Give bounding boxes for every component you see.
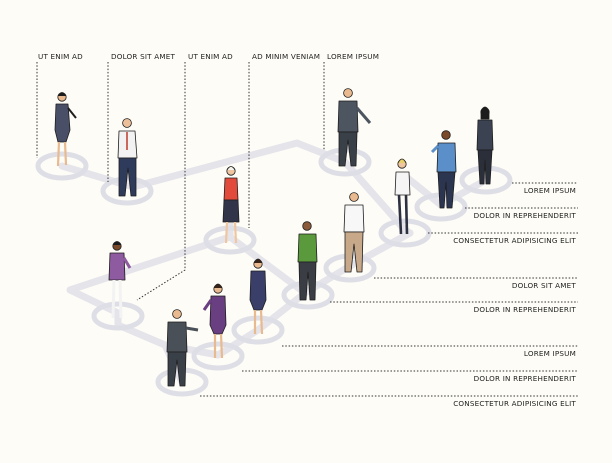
top-label: AD MINIM VENIAM bbox=[252, 52, 321, 61]
connector-lower bbox=[161, 289, 309, 359]
right-label: DOLOR SIT AMET bbox=[511, 281, 576, 290]
person-figure bbox=[108, 241, 132, 319]
person-figure bbox=[394, 158, 411, 235]
right-label: DOLOR IN REPREHENDERIT bbox=[473, 305, 576, 314]
right-label: DOLOR IN REPREHENDERIT bbox=[473, 211, 576, 220]
ring bbox=[35, 151, 89, 181]
right-label: LOREM IPSUM bbox=[523, 186, 576, 195]
right-label: DOLOR IN REPREHENDERIT bbox=[473, 374, 576, 383]
person-figure bbox=[54, 92, 77, 167]
person-figure bbox=[337, 88, 372, 167]
ring bbox=[91, 301, 145, 331]
person-figure bbox=[343, 192, 365, 273]
top-label: DOLOR SIT AMET bbox=[111, 52, 176, 61]
connector-mid bbox=[66, 183, 234, 317]
ring bbox=[203, 225, 257, 255]
right-label: LOREM IPSUM bbox=[523, 349, 576, 358]
person-figure bbox=[476, 106, 494, 185]
person-figure bbox=[166, 309, 199, 387]
top-label: UT ENIM AD bbox=[188, 52, 233, 61]
person-figure bbox=[249, 258, 267, 335]
ring bbox=[231, 315, 285, 345]
leader-lines bbox=[36, 62, 578, 397]
person-figure bbox=[222, 166, 240, 244]
ring bbox=[191, 341, 245, 371]
top-label: UT ENIM AD bbox=[38, 52, 83, 61]
right-label: CONSECTETUR ADIPISICING ELIT bbox=[453, 236, 576, 245]
person-figure bbox=[297, 221, 318, 301]
ring bbox=[281, 280, 335, 310]
connector-top bbox=[58, 139, 349, 191]
person-figure bbox=[117, 118, 138, 197]
top-label: LOREM IPSUM bbox=[327, 52, 380, 61]
people bbox=[54, 88, 494, 387]
person-figure bbox=[430, 130, 457, 209]
leader-line bbox=[136, 62, 186, 301]
ring-group bbox=[35, 147, 513, 397]
person-figure bbox=[202, 283, 227, 359]
right-label: CONSECTETUR ADIPISICING ELIT bbox=[453, 399, 576, 408]
connector-center bbox=[226, 229, 414, 297]
